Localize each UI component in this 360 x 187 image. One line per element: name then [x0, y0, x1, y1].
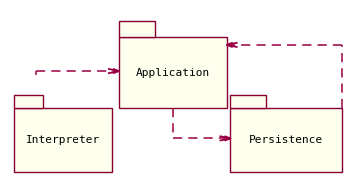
- Polygon shape: [230, 95, 266, 108]
- Polygon shape: [230, 108, 342, 172]
- Text: Interpreter: Interpreter: [26, 135, 100, 145]
- Polygon shape: [119, 37, 227, 108]
- Polygon shape: [119, 21, 155, 37]
- Polygon shape: [14, 108, 112, 172]
- Polygon shape: [14, 95, 43, 108]
- Text: Application: Application: [136, 68, 210, 78]
- Text: Persistence: Persistence: [249, 135, 323, 145]
